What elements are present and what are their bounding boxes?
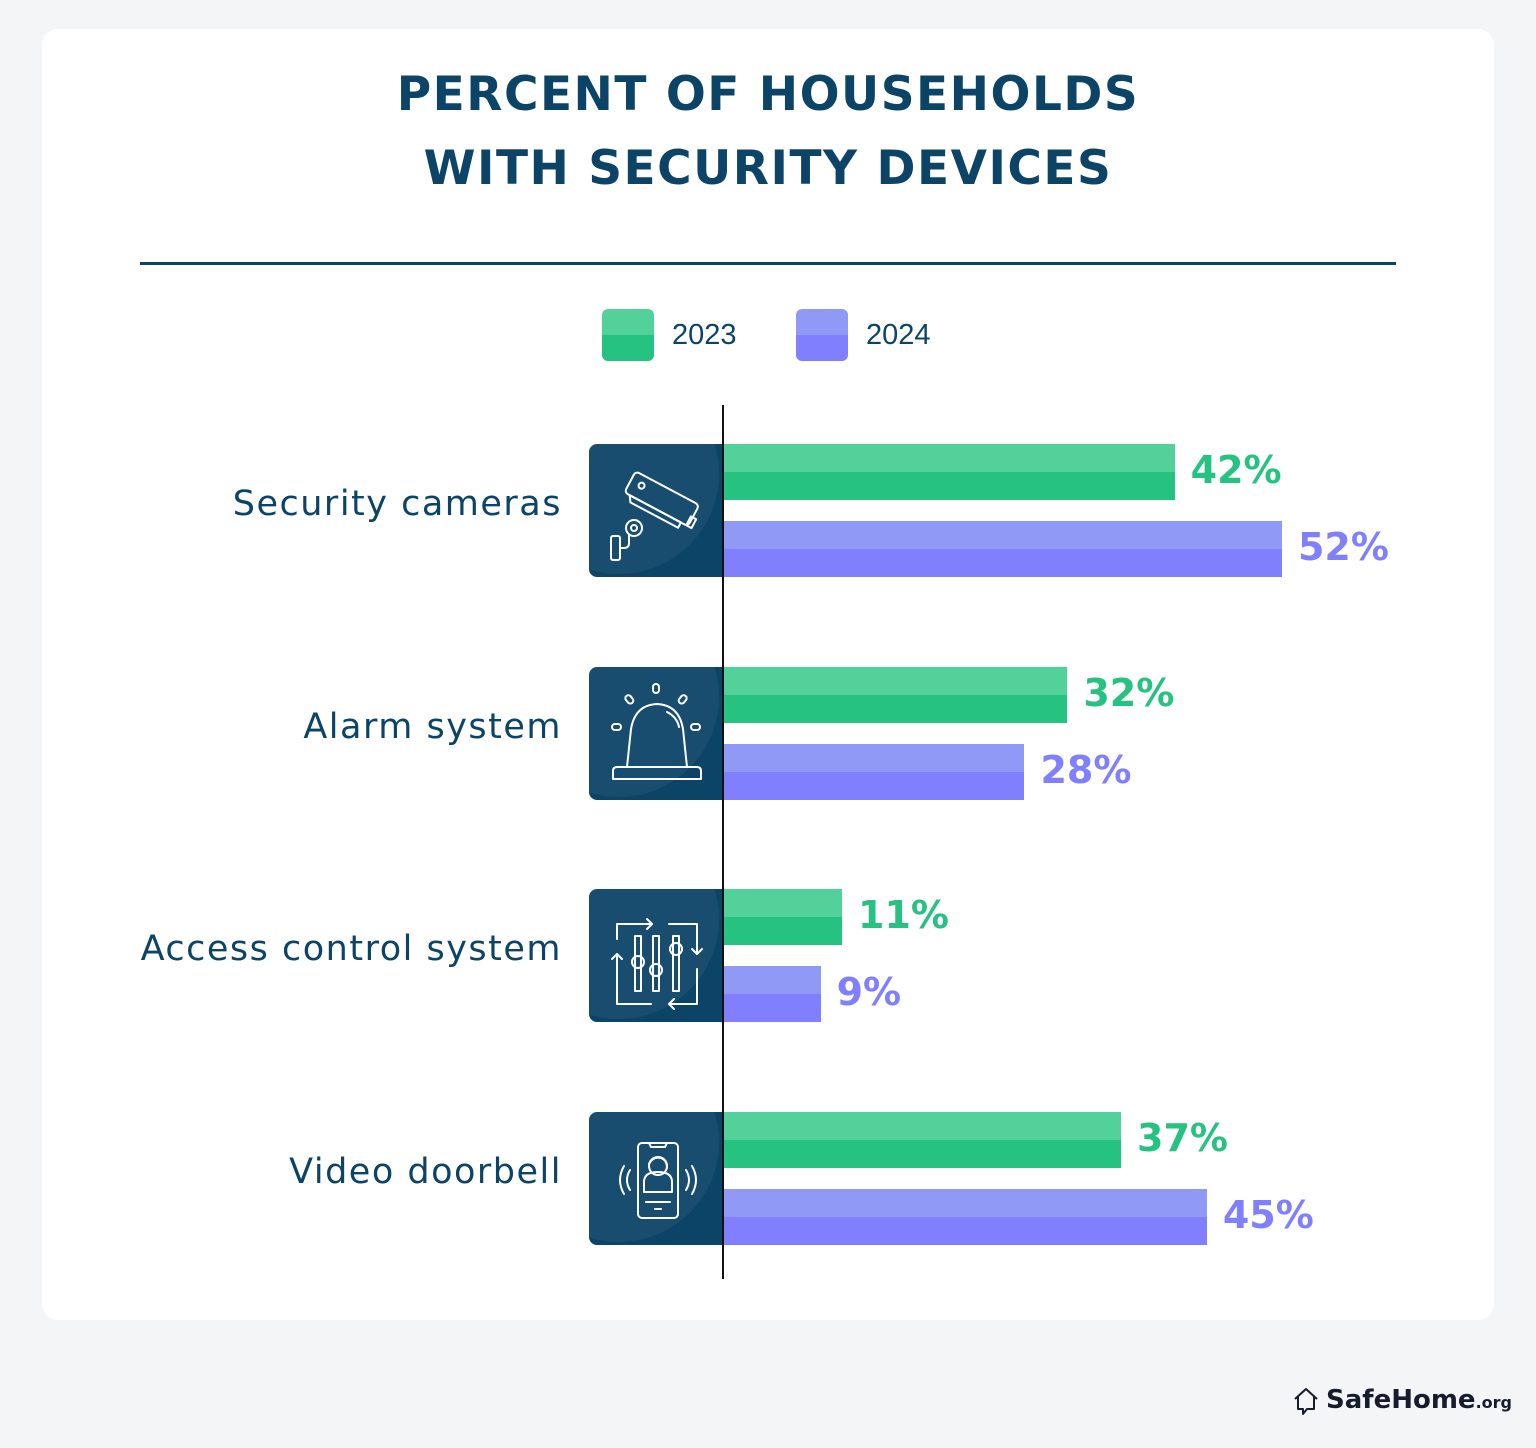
video-doorbell-phone-icon bbox=[619, 1142, 697, 1219]
legend-swatch-2024 bbox=[796, 309, 848, 361]
category-label: Security cameras bbox=[232, 484, 562, 524]
brand-tld: .org bbox=[1475, 1393, 1512, 1412]
legend-swatch-2023 bbox=[602, 309, 654, 361]
legend-item-2023: 2023 bbox=[602, 309, 737, 361]
title-divider bbox=[140, 262, 1396, 265]
brand-logo: SafeHome .org bbox=[1292, 1376, 1512, 1416]
bar-value-label: 37% bbox=[1137, 1116, 1228, 1160]
brand-name: SafeHome bbox=[1326, 1385, 1476, 1415]
bar-2024 bbox=[724, 1189, 1207, 1245]
bar-value-label: 9% bbox=[836, 970, 902, 1014]
legend-item-2024: 2024 bbox=[796, 309, 931, 361]
category-label: Video doorbell bbox=[289, 1152, 562, 1192]
category-icon-tile bbox=[589, 667, 723, 800]
bar-2024 bbox=[724, 521, 1282, 577]
legend-label-2023: 2023 bbox=[672, 318, 737, 351]
bar-value-label: 28% bbox=[1040, 748, 1132, 792]
chart-title-line-2: WITH SECURITY DEVICES bbox=[423, 141, 1113, 196]
bar-2023 bbox=[724, 667, 1068, 723]
category-icon-tile bbox=[589, 444, 723, 577]
y-axis-line bbox=[722, 405, 724, 1279]
bar-value-label: 11% bbox=[858, 893, 949, 937]
bar-value-label: 42% bbox=[1190, 448, 1282, 492]
bar-value-label: 32% bbox=[1083, 671, 1175, 715]
legend-label-2024: 2024 bbox=[866, 318, 931, 351]
category-icon-tile bbox=[589, 889, 723, 1022]
bar-2024 bbox=[724, 966, 821, 1022]
chart-title: PERCENT OF HOUSEHOLDS WITH SECURITY DEVI… bbox=[0, 58, 1536, 206]
bar-value-label: 52% bbox=[1297, 525, 1389, 569]
alarm-siren-icon bbox=[611, 683, 702, 780]
bar-2023 bbox=[724, 889, 843, 945]
access-control-sliders-icon bbox=[611, 918, 703, 1010]
house-chat-icon bbox=[1294, 1388, 1318, 1415]
bar-2023 bbox=[724, 1112, 1121, 1168]
chart-title-line-1: PERCENT OF HOUSEHOLDS bbox=[396, 67, 1140, 122]
bar-2023 bbox=[724, 444, 1175, 500]
security-camera-icon bbox=[610, 471, 699, 561]
category-label: Alarm system bbox=[303, 707, 562, 747]
category-icon-tile bbox=[589, 1112, 723, 1245]
category-label: Access control system bbox=[140, 929, 562, 969]
bar-value-label: 45% bbox=[1222, 1193, 1314, 1237]
bar-2024 bbox=[724, 744, 1025, 800]
